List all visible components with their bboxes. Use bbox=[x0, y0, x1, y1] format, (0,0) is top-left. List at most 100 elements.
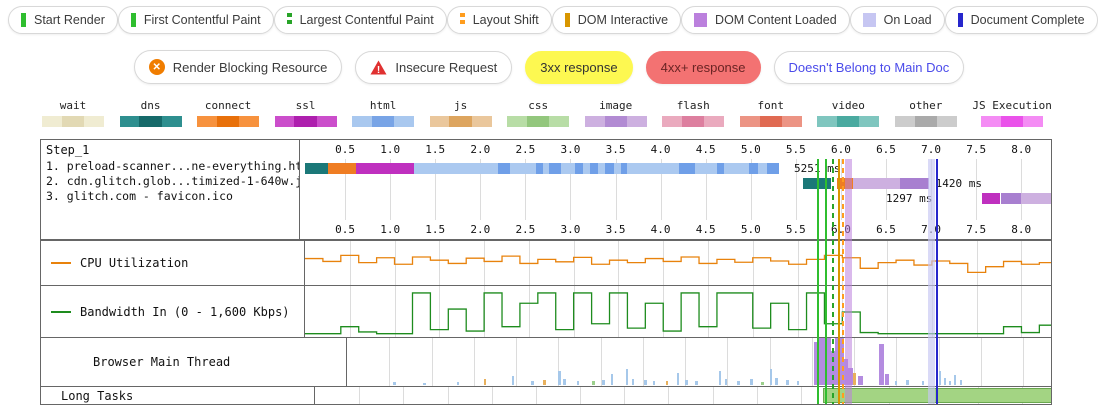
legend-pill-dom-interactive: DOM Interactive bbox=[551, 6, 682, 34]
request-label[interactable]: 1. preload-scanner...ne-everything.html bbox=[46, 159, 299, 173]
axis-tick: 4.5 bbox=[695, 223, 716, 236]
legend-pill-label: Layout Shift bbox=[472, 13, 539, 27]
main-thread-bar bbox=[826, 338, 831, 385]
status-legend-row: ✕ Render Blocking Resource! Insecure Reque… bbox=[0, 50, 1098, 84]
long-tasks-chart bbox=[315, 387, 1051, 404]
axis-tick: 5.5 bbox=[785, 143, 806, 156]
request-label[interactable]: 2. cdn.glitch.glob...timized-1-640w.jpg bbox=[46, 174, 299, 188]
main-thread-bar bbox=[423, 382, 426, 385]
resource-type-swatch bbox=[42, 116, 104, 127]
gridline bbox=[800, 387, 802, 404]
axis-tick: 2.5 bbox=[515, 223, 536, 236]
axis-tick: 1.5 bbox=[425, 143, 446, 156]
resource-type-label: other bbox=[909, 99, 943, 112]
resource-type-flash: flash bbox=[662, 99, 725, 127]
segment-html-dark bbox=[548, 163, 562, 174]
axis-tick: 4.5 bbox=[695, 143, 716, 156]
status-pill-insecure-request: ! Insecure Request bbox=[355, 50, 513, 84]
axis-tick: 7.5 bbox=[966, 143, 987, 156]
request-list: 1. preload-scanner...ne-everything.html 2… bbox=[46, 159, 299, 204]
long-task-segment bbox=[823, 388, 1051, 403]
resource-type-js-execution: JS Execution bbox=[972, 99, 1052, 127]
waterfall-chart-area: 0.5 1.0 1.5 2.0 2.5 3.0 3.5 4.0 4.5 5.0 5.5 6.0 6.5 7… bbox=[300, 140, 1051, 239]
legend-pill-first-contentful-paint: First Contentful Paint bbox=[117, 6, 274, 34]
gridline bbox=[525, 159, 527, 220]
first-contentful-paint-marker-icon bbox=[130, 13, 136, 27]
gridline bbox=[618, 241, 620, 285]
main-thread-label-text: Browser Main Thread bbox=[93, 355, 231, 369]
request-row[interactable]: 1420 ms bbox=[300, 176, 1051, 191]
gridline bbox=[516, 338, 518, 386]
axis-tick: 6.0 bbox=[831, 223, 851, 236]
cpu-line-swatch bbox=[51, 262, 71, 264]
main-thread-bar bbox=[685, 380, 688, 385]
waterfall-label-column: Step_1 1. preload-scanner...ne-everythin… bbox=[41, 140, 300, 239]
legend-pill-dom-content-loaded: DOM Content Loaded bbox=[681, 6, 850, 34]
segment-html-dark bbox=[604, 163, 614, 174]
step-label: Step_1 bbox=[46, 143, 90, 157]
resource-type-swatch-dark bbox=[682, 116, 705, 127]
bandwidth-line-swatch bbox=[51, 310, 71, 313]
legend-pill-layout-shift: Layout Shift bbox=[446, 6, 552, 34]
resource-type-label: dns bbox=[140, 99, 161, 112]
main-thread-bar bbox=[483, 379, 487, 385]
request-row[interactable]: 5251 ms bbox=[300, 161, 1051, 176]
main-thread-bar bbox=[817, 338, 823, 385]
segment-html-dark bbox=[678, 163, 695, 174]
gridline bbox=[615, 159, 617, 220]
axis-tick: 6.5 bbox=[876, 223, 896, 236]
gridline bbox=[473, 338, 475, 386]
main-thread-bar bbox=[769, 368, 773, 385]
resource-type-label: ssl bbox=[295, 99, 316, 112]
bandwidth-panel-label: Bandwidth In (0 - 1,600 Kbps) bbox=[41, 286, 305, 337]
resource-type-swatch-dark bbox=[139, 116, 162, 127]
main-thread-bar bbox=[610, 374, 614, 385]
main-thread-bar bbox=[750, 379, 753, 385]
resource-type-swatch bbox=[197, 116, 260, 127]
request-label[interactable]: 3. glitch.com - favicon.ico bbox=[46, 189, 233, 203]
main-thread-panel-label: Browser Main Thread bbox=[41, 338, 347, 386]
axis-tick: 3.0 bbox=[560, 223, 581, 236]
main-thread-chart bbox=[347, 338, 1051, 386]
segment-html-dark bbox=[590, 163, 598, 174]
legend-pill-label: First Contentful Paint bbox=[143, 13, 261, 27]
main-thread-bar bbox=[665, 381, 669, 385]
main-thread-bar bbox=[695, 381, 698, 385]
resource-type-label: font bbox=[757, 99, 785, 112]
axis-tick: 5.5 bbox=[785, 223, 806, 236]
request-row[interactable]: 1297 ms bbox=[300, 191, 1051, 206]
status-pill-doesn-t-belong-to-main-doc[interactable]: Doesn't Belong to Main Doc bbox=[773, 50, 965, 84]
gridline bbox=[797, 241, 799, 285]
resource-type-label: css bbox=[528, 99, 549, 112]
cpu-panel: CPU Utilization bbox=[41, 240, 1051, 285]
resource-type-label: image bbox=[599, 99, 633, 112]
resource-type-swatch bbox=[739, 116, 802, 127]
axis-tick: 2.0 bbox=[470, 143, 491, 156]
gridline bbox=[976, 159, 978, 220]
gridline bbox=[769, 338, 771, 386]
resource-type-connect: connect bbox=[197, 99, 260, 127]
time-axis-bottom: 0.5 1.0 1.5 2.0 2.5 3.0 3.5 4.0 4.5 5.0 5.5 6.0 6.5 7… bbox=[300, 220, 1051, 239]
waterfall-rows: 5251 ms 1420 ms 1297 ms bbox=[300, 159, 1051, 220]
resource-type-font: font bbox=[739, 99, 802, 127]
gridline bbox=[439, 241, 441, 285]
main-thread-bar bbox=[602, 380, 605, 385]
cpu-label-text: CPU Utilization bbox=[80, 256, 189, 270]
main-thread-bar bbox=[906, 380, 909, 385]
main-thread-bar bbox=[563, 379, 566, 385]
legend-pill-label: On Load bbox=[883, 13, 932, 27]
request-duration-label: 1297 ms bbox=[886, 192, 933, 205]
gridline bbox=[558, 338, 560, 386]
main-thread-bar bbox=[644, 380, 647, 385]
resource-type-label: js bbox=[454, 99, 468, 112]
gridline bbox=[976, 241, 978, 285]
legend-pill-on-load: On Load bbox=[849, 6, 945, 34]
gridline bbox=[752, 241, 754, 285]
legend-pill-start-render: Start Render bbox=[8, 6, 118, 34]
main-thread-bar bbox=[796, 381, 800, 385]
resource-type-swatch bbox=[119, 116, 182, 127]
gridline bbox=[431, 338, 433, 386]
gridline bbox=[491, 387, 493, 404]
legend-pill-label: Largest Contentful Paint bbox=[299, 13, 434, 27]
